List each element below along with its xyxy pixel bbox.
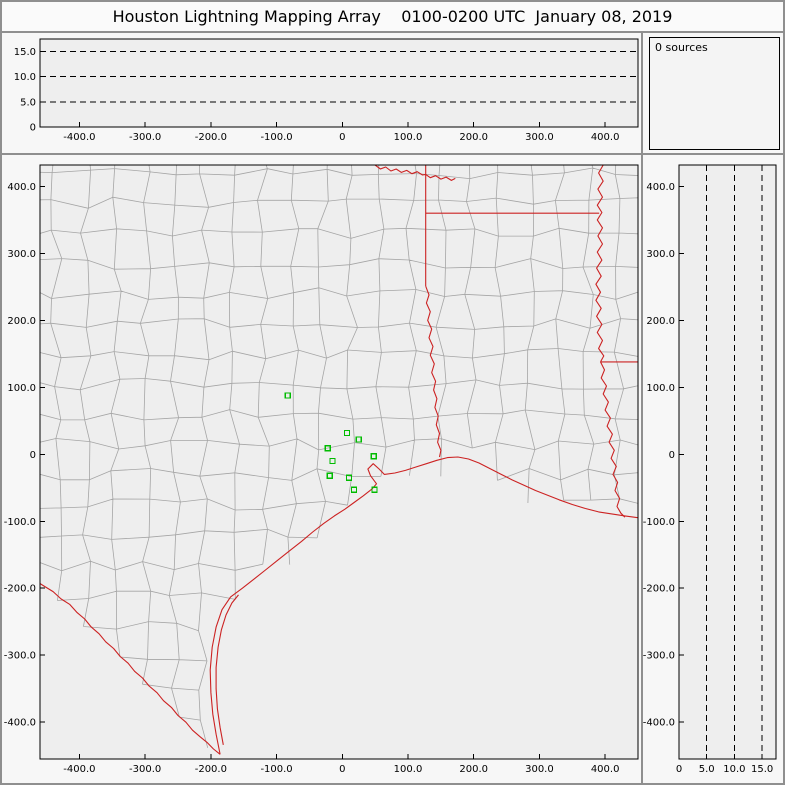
svg-text:0: 0 xyxy=(669,450,675,461)
svg-text:15.0: 15.0 xyxy=(14,47,36,58)
svg-text:400.0: 400.0 xyxy=(7,182,36,193)
svg-text:-400.0: -400.0 xyxy=(4,718,36,729)
plan-view-panel: -400.0 -300.0 -200.0 -100.0 0 100.0 200.0 300.0… xyxy=(2,155,641,783)
svg-text:0: 0 xyxy=(676,764,682,775)
title-bar: Houston Lightning Mapping Array 0100-020… xyxy=(2,2,783,33)
svg-text:300.0: 300.0 xyxy=(646,249,675,260)
svg-text:300.0: 300.0 xyxy=(525,764,554,775)
svg-text:15.0: 15.0 xyxy=(751,764,773,775)
ew-altitude-panel: -400.0 -300.0 -200.0 -100.0 0 100.0 200.0 300.0… xyxy=(2,33,641,153)
svg-text:400.0: 400.0 xyxy=(591,764,620,775)
svg-text:-100.0: -100.0 xyxy=(260,132,292,143)
vertical-separator xyxy=(641,33,643,783)
svg-text:-200.0: -200.0 xyxy=(643,584,675,595)
svg-text:5.0: 5.0 xyxy=(699,764,715,775)
svg-text:-300.0: -300.0 xyxy=(4,651,36,662)
svg-text:-300.0: -300.0 xyxy=(129,764,161,775)
svg-text:400.0: 400.0 xyxy=(591,132,620,143)
svg-text:0: 0 xyxy=(30,450,36,461)
svg-text:100.0: 100.0 xyxy=(394,764,423,775)
svg-text:400.0: 400.0 xyxy=(646,182,675,193)
svg-text:-400.0: -400.0 xyxy=(643,718,675,729)
svg-text:200.0: 200.0 xyxy=(7,316,36,327)
sources-count-box: 0 sources xyxy=(649,37,780,150)
svg-text:100.0: 100.0 xyxy=(646,383,675,394)
svg-text:200.0: 200.0 xyxy=(459,132,488,143)
svg-text:300.0: 300.0 xyxy=(525,132,554,143)
horizontal-separator xyxy=(2,153,783,155)
svg-text:0: 0 xyxy=(339,764,345,775)
svg-text:200.0: 200.0 xyxy=(646,316,675,327)
svg-text:100.0: 100.0 xyxy=(394,132,423,143)
svg-text:200.0: 200.0 xyxy=(459,764,488,775)
ns-altitude-panel: 0 5.0 10.0 15.0 400.0 300.0 200.0 100.0 0 -100.0 -… xyxy=(643,155,783,783)
svg-text:-200.0: -200.0 xyxy=(195,132,227,143)
plan-view-map[interactable]: -400.0 -300.0 -200.0 -100.0 0 100.0 200.0 300.0… xyxy=(2,155,641,783)
svg-text:10.0: 10.0 xyxy=(14,72,36,83)
svg-text:-400.0: -400.0 xyxy=(63,764,95,775)
sources-count-label: 0 sources xyxy=(655,41,708,54)
ns-altitude-plot[interactable]: 0 5.0 10.0 15.0 400.0 300.0 200.0 100.0 0 -100.0 -… xyxy=(643,155,783,783)
ew-altitude-plot[interactable]: -400.0 -300.0 -200.0 -100.0 0 100.0 200.0 300.0… xyxy=(2,33,641,153)
svg-text:5.0: 5.0 xyxy=(20,97,36,108)
svg-text:-100.0: -100.0 xyxy=(4,517,36,528)
svg-text:-400.0: -400.0 xyxy=(63,132,95,143)
svg-text:-200.0: -200.0 xyxy=(4,584,36,595)
svg-text:0: 0 xyxy=(339,132,345,143)
svg-text:300.0: 300.0 xyxy=(7,249,36,260)
sources-panel: 0 sources xyxy=(643,33,783,153)
svg-text:-300.0: -300.0 xyxy=(643,651,675,662)
svg-text:-200.0: -200.0 xyxy=(195,764,227,775)
svg-text:-100.0: -100.0 xyxy=(643,517,675,528)
svg-text:-300.0: -300.0 xyxy=(129,132,161,143)
svg-text:-100.0: -100.0 xyxy=(260,764,292,775)
svg-text:100.0: 100.0 xyxy=(7,383,36,394)
svg-text:10.0: 10.0 xyxy=(723,764,745,775)
window-title: Houston Lightning Mapping Array 0100-020… xyxy=(112,7,673,26)
svg-text:0: 0 xyxy=(30,123,36,134)
